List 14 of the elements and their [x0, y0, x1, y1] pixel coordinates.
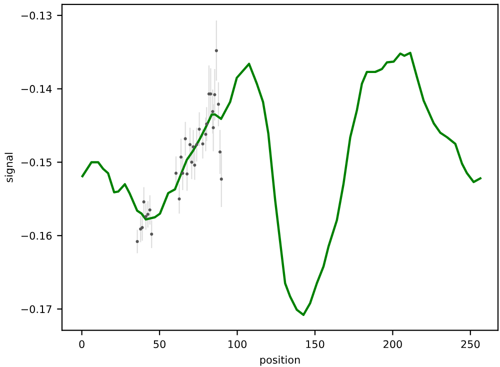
y-tick-label: −0.15	[21, 158, 52, 166]
x-tick-label: 150	[306, 340, 324, 348]
y-tick-label: −0.14	[21, 85, 52, 93]
y-tick-label: −0.13	[21, 12, 52, 20]
x-tick-label: 50	[154, 340, 166, 348]
y-tick-label: −0.16	[21, 232, 52, 240]
x-tick-label: 100	[228, 340, 247, 348]
x-axis-title: position	[260, 356, 300, 366]
x-tick-label: 0	[79, 340, 84, 348]
x-tick-label: 200	[384, 340, 402, 348]
y-axis-title: signal	[4, 152, 15, 182]
line-series	[81, 52, 482, 316]
y-tick-label: −0.17	[21, 305, 52, 314]
x-tick-label: 250	[461, 340, 480, 348]
